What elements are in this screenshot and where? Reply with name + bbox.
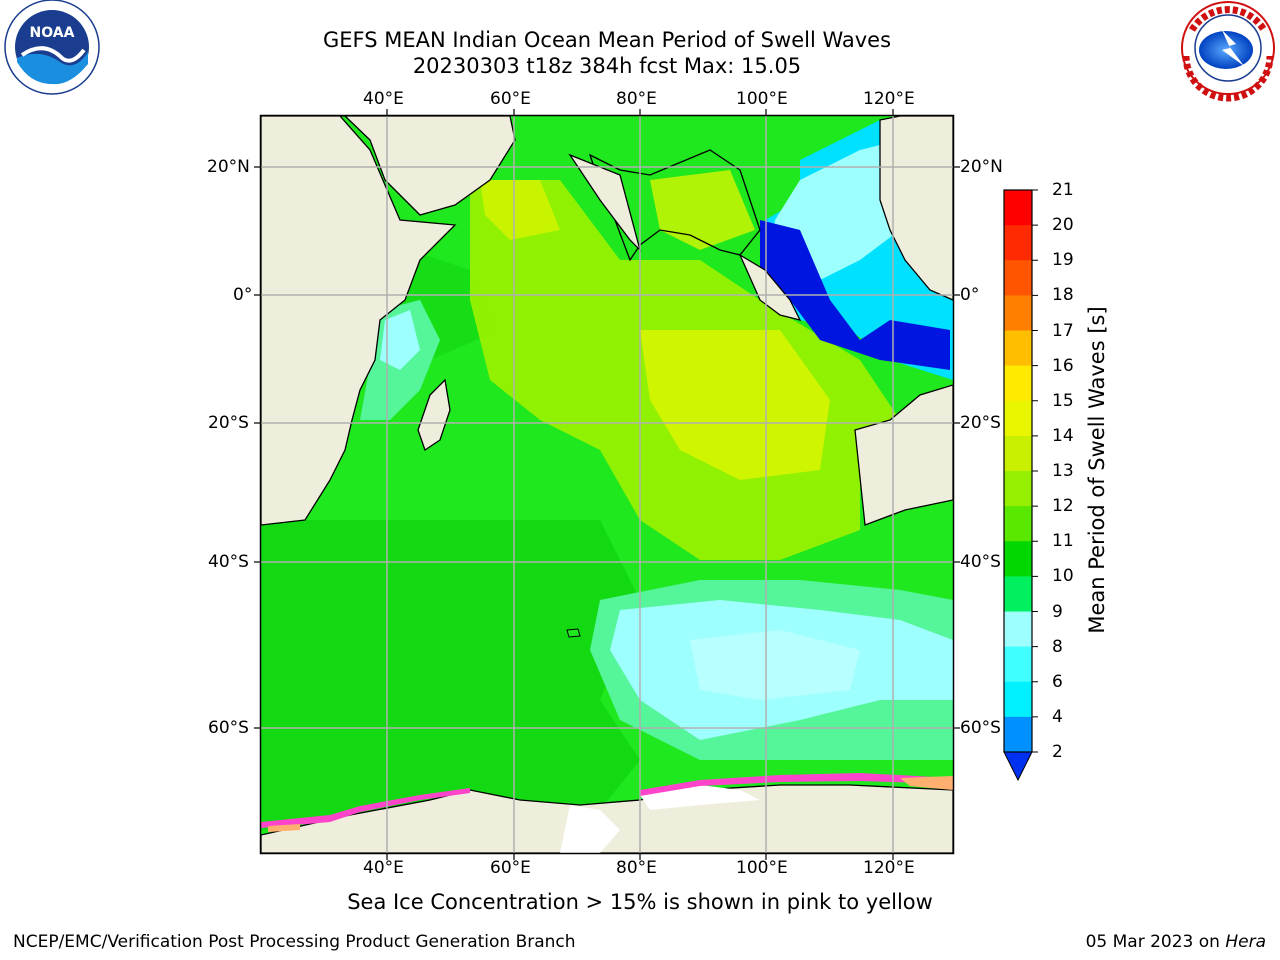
lon-tick-top-60e: 60°E xyxy=(490,89,531,109)
nws-logo xyxy=(1181,1,1275,102)
colorbar-tick-label: 4 xyxy=(1052,706,1063,727)
sea-ice-band xyxy=(261,788,470,828)
colorbar-tick-label: 16 xyxy=(1052,355,1074,376)
colorbar-cell xyxy=(1004,260,1032,296)
lat-tick-left-40s: 40°S xyxy=(208,552,249,572)
colorbar-cell xyxy=(1004,400,1032,437)
colorbar-tick-label: 2 xyxy=(1052,742,1063,762)
colorbar xyxy=(1003,189,1038,782)
lat-tick-right-60s: 60°S xyxy=(960,718,1001,738)
colorbar-tick-label: 13 xyxy=(1052,461,1074,481)
lat-tick-right-20n: 20°N xyxy=(960,157,1003,177)
lat-tick-right-40s: 40°S xyxy=(960,552,1001,572)
colorbar-tick-label: 9 xyxy=(1052,601,1063,622)
map-panel xyxy=(261,116,953,853)
lon-tick-bottom-120e: 120°E xyxy=(863,858,915,878)
colorbar-tick-label: 15 xyxy=(1052,390,1074,411)
colorbar-cell xyxy=(1004,435,1032,472)
colorbar-tick-label: 12 xyxy=(1052,496,1074,517)
colorbar-tick-label: 10 xyxy=(1052,566,1074,587)
colorbar-cell xyxy=(1004,295,1032,331)
colorbar-cell xyxy=(1004,611,1032,648)
title-line-1: GEFS MEAN Indian Ocean Mean Period of Sw… xyxy=(322,28,892,52)
colorbar-label: Mean Period of Swell Waves [s] xyxy=(1085,306,1109,634)
colorbar-tick-label: 11 xyxy=(1052,531,1074,552)
colorbar-tick-label: 18 xyxy=(1052,285,1074,306)
colorbar-cell xyxy=(1004,365,1032,402)
field-darkgreen xyxy=(261,520,640,830)
grid-lines xyxy=(261,116,953,853)
lon-tick-bottom-100e: 100°E xyxy=(736,858,788,878)
colorbar-tick-label: 20 xyxy=(1052,215,1074,236)
footer-system: Hera xyxy=(1225,932,1266,952)
noaa-logo: NOAA xyxy=(4,0,100,95)
colorbar-tick-label: 14 xyxy=(1052,425,1074,446)
colorbar-cell xyxy=(1004,471,1032,507)
lon-tick-top-100e: 100°E xyxy=(736,89,788,109)
lon-tick-top-40e: 40°E xyxy=(363,89,404,109)
colorbar-cell xyxy=(1004,506,1032,542)
lat-tick-left-60s: 60°S xyxy=(208,718,249,738)
noaa-logo-text: NOAA xyxy=(30,25,75,41)
colorbar-tick-label: 21 xyxy=(1052,180,1074,200)
colorbar-tick-label: 6 xyxy=(1052,671,1063,692)
lon-tick-top-120e: 120°E xyxy=(863,89,915,109)
footer-date-text: 05 Mar 2023 on xyxy=(1085,932,1220,952)
colorbar-cell xyxy=(1004,646,1032,683)
footer-date: 05 Mar 2023 on Hera xyxy=(1086,932,1266,952)
lon-tick-top-80e: 80°E xyxy=(616,89,657,109)
lon-tick-bottom-80e: 80°E xyxy=(616,858,657,878)
colorbar-tick-label: 17 xyxy=(1052,320,1074,341)
colorbar-extend-min xyxy=(1003,751,1033,782)
lat-tick-right-20s: 20°S xyxy=(960,413,1001,433)
colorbar-tick-label: 19 xyxy=(1052,250,1074,271)
colorbar-cell xyxy=(1004,330,1032,367)
title-line-2: 20230303 t18z 384h fcst Max: 15.05 xyxy=(412,54,802,78)
lon-tick-bottom-40e: 40°E xyxy=(363,858,404,878)
map-frame xyxy=(259,114,955,855)
colorbar-cell xyxy=(1004,225,1032,261)
lat-tick-right-0: 0° xyxy=(960,285,980,305)
colorbar-cell xyxy=(1004,716,1032,753)
lat-tick-left-20n: 20°N xyxy=(207,157,250,177)
colorbar-tick-label: 8 xyxy=(1052,636,1063,657)
lon-tick-bottom-60e: 60°E xyxy=(490,858,531,878)
colorbar-cell xyxy=(1004,681,1032,718)
colorbar-cell xyxy=(1004,190,1032,226)
colorbar-cell xyxy=(1004,541,1032,577)
lat-tick-left-20s: 20°S xyxy=(208,413,249,433)
lat-tick-left-0: 0° xyxy=(233,285,253,305)
sea-ice-caption-text: Sea Ice Concentration > 15% is shown in … xyxy=(347,890,933,914)
colorbar-cell xyxy=(1004,576,1032,612)
footer-branch: NCEP/EMC/Verification Post Processing Pr… xyxy=(13,932,576,952)
sea-ice-caption: Sea Ice Concentration > 15% is shown in … xyxy=(0,890,1280,914)
